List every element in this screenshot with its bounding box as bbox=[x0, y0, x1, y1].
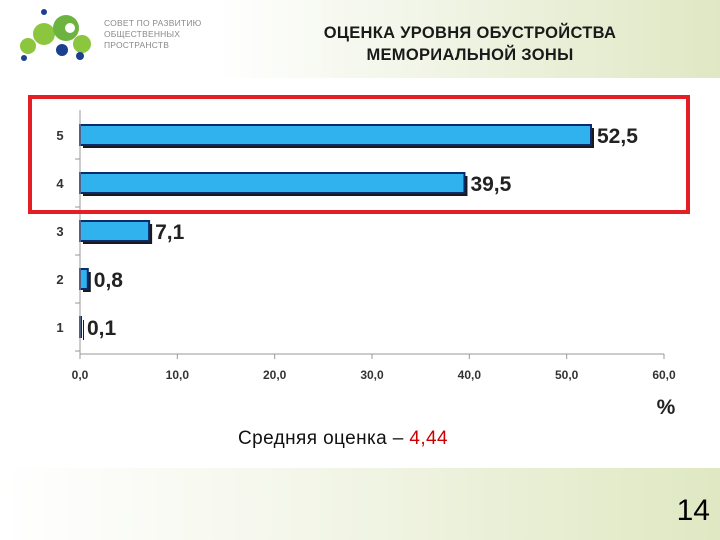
x-axis-label: % bbox=[657, 396, 676, 419]
slide-title: ОЦЕНКА УРОВНЯ ОБУСТРОЙСТВА МЕМОРИАЛЬНОЙ … bbox=[250, 22, 690, 66]
average-label: Средняя оценка – bbox=[238, 428, 410, 449]
x-tick-label: 10,0 bbox=[166, 368, 190, 382]
axes-layer bbox=[75, 110, 665, 359]
page-number: 14 bbox=[676, 494, 710, 527]
x-tick-label: 0,0 bbox=[72, 368, 89, 382]
x-tick-label: 20,0 bbox=[263, 368, 287, 382]
logo-circle bbox=[56, 44, 68, 56]
logo-text-line: ПРОСТРАНСТВ bbox=[104, 40, 170, 50]
bar bbox=[79, 172, 466, 194]
bar-shadow bbox=[83, 320, 84, 340]
category-label: 1 bbox=[56, 320, 63, 335]
logo-circle bbox=[41, 9, 47, 15]
logo-circle bbox=[20, 38, 36, 54]
slide-title-line1: ОЦЕНКА УРОВНЯ ОБУСТРОЙСТВА bbox=[323, 24, 617, 42]
x-tick-label: 60,0 bbox=[652, 368, 676, 382]
value-label: 0,8 bbox=[94, 269, 124, 292]
logo bbox=[20, 9, 91, 61]
category-label: 3 bbox=[56, 224, 63, 239]
category-label: 5 bbox=[56, 128, 63, 143]
x-tick-label: 50,0 bbox=[555, 368, 579, 382]
logo-circle bbox=[21, 55, 27, 61]
category-label: 4 bbox=[56, 176, 64, 191]
labels-layer: 0,0 10,0 20,0 30,0 40,0 50,0 60,0% 1 0,1 2 0,8 3 7,1… bbox=[28, 95, 690, 419]
bar-chart: 0,0 10,0 20,0 30,0 40,0 50,0 60,0% 1 0,1 2 0,8 3 7,1… bbox=[28, 95, 690, 419]
bar bbox=[79, 220, 151, 242]
value-label: 7,1 bbox=[155, 221, 185, 244]
slide-title-line2: МЕМОРИАЛЬНОЙ ЗОНЫ bbox=[366, 46, 574, 64]
value-label: 0,1 bbox=[87, 317, 117, 340]
value-label: 52,5 bbox=[597, 125, 638, 148]
logo-circle bbox=[73, 35, 91, 53]
category-label: 2 bbox=[56, 272, 63, 287]
average-value: 4,44 bbox=[409, 428, 448, 449]
header-band bbox=[0, 0, 720, 78]
x-tick-label: 40,0 bbox=[458, 368, 482, 382]
bar bbox=[79, 268, 89, 290]
highlight-box bbox=[28, 95, 690, 214]
logo-circle bbox=[76, 52, 84, 60]
average-score: Средняя оценка – 4,44 bbox=[238, 428, 448, 450]
bars-layer bbox=[79, 124, 594, 340]
value-label: 39,5 bbox=[470, 173, 511, 196]
logo-text-line: ОБЩЕСТВЕННЫХ bbox=[104, 29, 181, 39]
logo-text: СОВЕТ ПО РАЗВИТИЮ ОБЩЕСТВЕННЫХ ПРОСТРАНС… bbox=[104, 18, 201, 51]
bar bbox=[79, 124, 592, 146]
footer-band bbox=[0, 468, 720, 540]
logo-circle bbox=[65, 23, 75, 33]
x-tick-label: 30,0 bbox=[360, 368, 384, 382]
logo-text-line: СОВЕТ ПО РАЗВИТИЮ bbox=[104, 18, 202, 28]
logo-circle bbox=[33, 23, 55, 45]
